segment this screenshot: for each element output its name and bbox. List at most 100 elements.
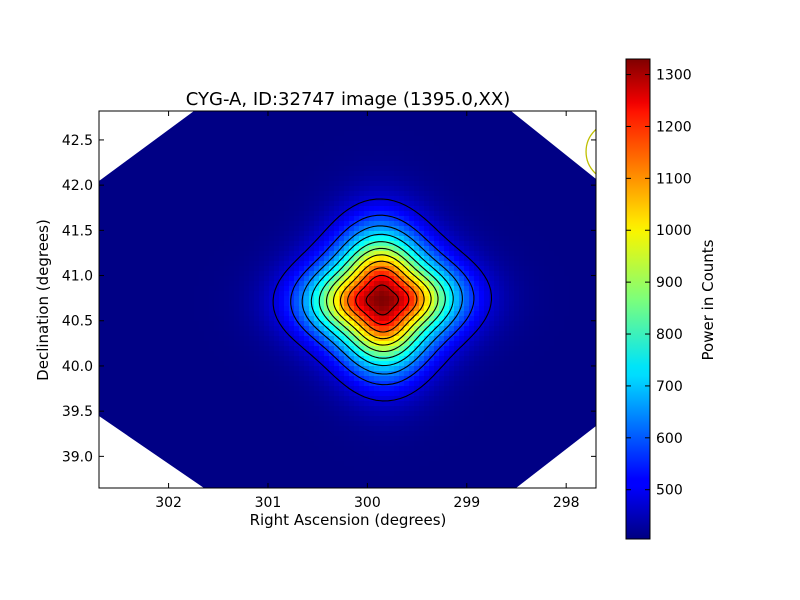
heatmap-cell (409, 266, 415, 272)
heatmap-cell (209, 231, 215, 237)
heatmap-cell (154, 221, 160, 227)
heatmap-cell (484, 186, 490, 192)
heatmap-cell (484, 131, 490, 137)
heatmap-cell (344, 206, 350, 212)
heatmap-cell (424, 296, 430, 302)
heatmap-cell (584, 316, 590, 322)
heatmap-cell (534, 316, 540, 322)
heatmap-cell (249, 231, 255, 237)
heatmap-cell (254, 236, 260, 242)
heatmap-cell (319, 186, 325, 192)
heatmap-cell (144, 181, 150, 187)
heatmap-cell (444, 206, 450, 212)
heatmap-cell (224, 171, 230, 177)
heatmap-cell (144, 306, 150, 312)
heatmap-cell (284, 161, 290, 167)
heatmap-cell (114, 331, 120, 337)
heatmap-cell (119, 186, 125, 192)
heatmap-cell (264, 186, 270, 192)
heatmap-cell (509, 141, 515, 147)
heatmap-cell (184, 121, 190, 127)
heatmap-cell (534, 331, 540, 337)
heatmap-cell (159, 166, 165, 172)
heatmap-cell (464, 161, 470, 167)
heatmap-cell (434, 221, 440, 227)
heatmap-cell (419, 161, 425, 167)
heatmap-cell (254, 166, 260, 172)
heatmap-cell (394, 346, 400, 352)
heatmap-cell (274, 246, 280, 252)
heatmap-cell (464, 251, 470, 257)
heatmap-cell (154, 216, 160, 222)
heatmap-cell (109, 271, 115, 277)
heatmap-cell (339, 121, 345, 127)
heatmap-cell (569, 311, 575, 317)
heatmap-cell (569, 291, 575, 297)
heatmap-cell (159, 231, 165, 237)
heatmap-cell (524, 146, 530, 152)
heatmap-cell (149, 241, 155, 247)
heatmap-cell (394, 311, 400, 317)
heatmap-cell (169, 196, 175, 202)
heatmap-cell (99, 241, 105, 247)
heatmap-cell (239, 221, 245, 227)
heatmap-cell (209, 331, 215, 337)
heatmap-cell (149, 226, 155, 232)
heatmap-cell (399, 206, 405, 212)
heatmap-cell (514, 321, 520, 327)
heatmap-cell (284, 286, 290, 292)
heatmap-cell (249, 216, 255, 222)
heatmap-cell (474, 166, 480, 172)
heatmap-cell (469, 316, 475, 322)
heatmap-cell (199, 156, 205, 162)
heatmap-cell (339, 141, 345, 147)
heatmap-cell (114, 261, 120, 267)
heatmap-cell (259, 321, 265, 327)
heatmap-cell (404, 161, 410, 167)
heatmap-cell (404, 136, 410, 142)
heatmap-cell (529, 346, 535, 352)
heatmap-cell (379, 251, 385, 257)
heatmap-cell (279, 161, 285, 167)
heatmap-cell (429, 151, 435, 157)
heatmap-cell (239, 266, 245, 272)
heatmap-cell (354, 216, 360, 222)
heatmap-cell (404, 201, 410, 207)
heatmap-cell (364, 161, 370, 167)
heatmap-cell (544, 326, 550, 332)
heatmap-cell (334, 321, 340, 327)
heatmap-cell (544, 356, 550, 362)
heatmap-cell (264, 331, 270, 337)
heatmap-cell (389, 356, 395, 362)
heatmap-cell (259, 251, 265, 257)
heatmap-cell (229, 116, 235, 122)
heatmap-cell (524, 231, 530, 237)
heatmap-cell (359, 181, 365, 187)
heatmap-cell (514, 306, 520, 312)
heatmap-cell (314, 276, 320, 282)
heatmap-cell (489, 166, 495, 172)
heatmap-cell (224, 231, 230, 237)
heatmap-cell (459, 116, 465, 122)
heatmap-cell (349, 121, 355, 127)
heatmap-cell (229, 351, 235, 357)
heatmap-cell (174, 216, 180, 222)
heatmap-cell (394, 131, 400, 137)
heatmap-cell (209, 176, 215, 182)
heatmap-cell (319, 201, 325, 207)
heatmap-cell (449, 231, 455, 237)
heatmap-cell (489, 171, 495, 177)
heatmap-cell (559, 266, 565, 272)
heatmap-cell (554, 186, 560, 192)
heatmap-cell (469, 266, 475, 272)
heatmap-cell (349, 246, 355, 252)
heatmap-cell (154, 266, 160, 272)
heatmap-cell (554, 236, 560, 242)
heatmap-cell (109, 226, 115, 232)
heatmap-cell (384, 191, 390, 197)
heatmap-cell (134, 186, 140, 192)
heatmap-cell (189, 176, 195, 182)
heatmap-cell (194, 311, 200, 317)
heatmap-cell (399, 146, 405, 152)
heatmap-cell (459, 146, 465, 152)
